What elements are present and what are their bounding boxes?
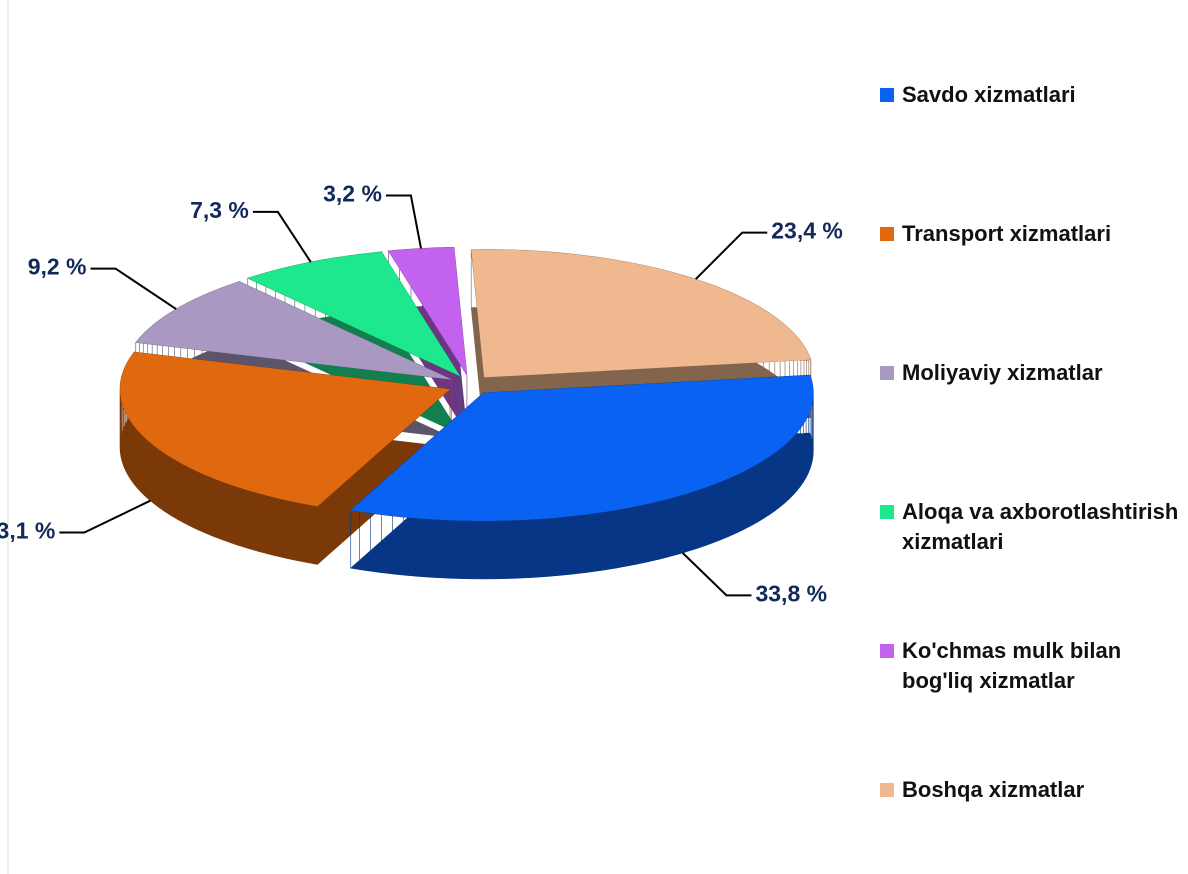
slice [135, 281, 452, 380]
legend-swatch [880, 366, 894, 380]
legend-item: Boshqa xizmatlar [880, 775, 1180, 805]
slice [350, 375, 814, 521]
legend-swatch [880, 505, 894, 519]
slice [247, 251, 461, 377]
legend-item: Moliyaviy xizmatlar [880, 358, 1180, 388]
slice [120, 352, 451, 507]
leader-line [681, 552, 752, 597]
legend-label: Boshqa xizmatlar [902, 777, 1085, 802]
legend-swatch [880, 227, 894, 241]
leader-line [252, 210, 312, 263]
legend-label: Ko'chmas mulk bilan bog'liq xizmatlar [902, 638, 1122, 693]
legend-swatch [880, 783, 894, 797]
slice [471, 249, 811, 378]
leader-line [59, 499, 151, 534]
value-label: 9,2 % [28, 254, 87, 280]
value-label: 23,4 % [771, 218, 843, 244]
legend-item: Ko'chmas mulk bilan bog'liq xizmatlar [880, 636, 1180, 696]
legend-label: Moliyaviy xizmatlar [902, 360, 1103, 385]
legend-swatch [880, 644, 894, 658]
value-label: 33,8 % [755, 580, 827, 606]
leader-line [694, 231, 768, 280]
value-label: 3,2 % [323, 181, 382, 207]
legend-item: Savdo xizmatlari [880, 80, 1180, 110]
legend-label: Transport xizmatlari [902, 221, 1112, 246]
legend-swatch [880, 88, 894, 102]
value-label: 7,3 % [190, 197, 249, 223]
value-label: 23,1 % [0, 518, 55, 544]
legend-label: Savdo xizmatlari [902, 82, 1076, 107]
legend-item: Transport xizmatlari [880, 219, 1180, 249]
legend-item: Aloqa va axborotlashtirish xizmatlari [880, 497, 1180, 557]
slice [388, 247, 467, 376]
legend-label: Aloqa va axborotlashtirish xizmatlari [902, 499, 1179, 554]
leader-line [385, 194, 422, 249]
leader-line [90, 267, 177, 310]
